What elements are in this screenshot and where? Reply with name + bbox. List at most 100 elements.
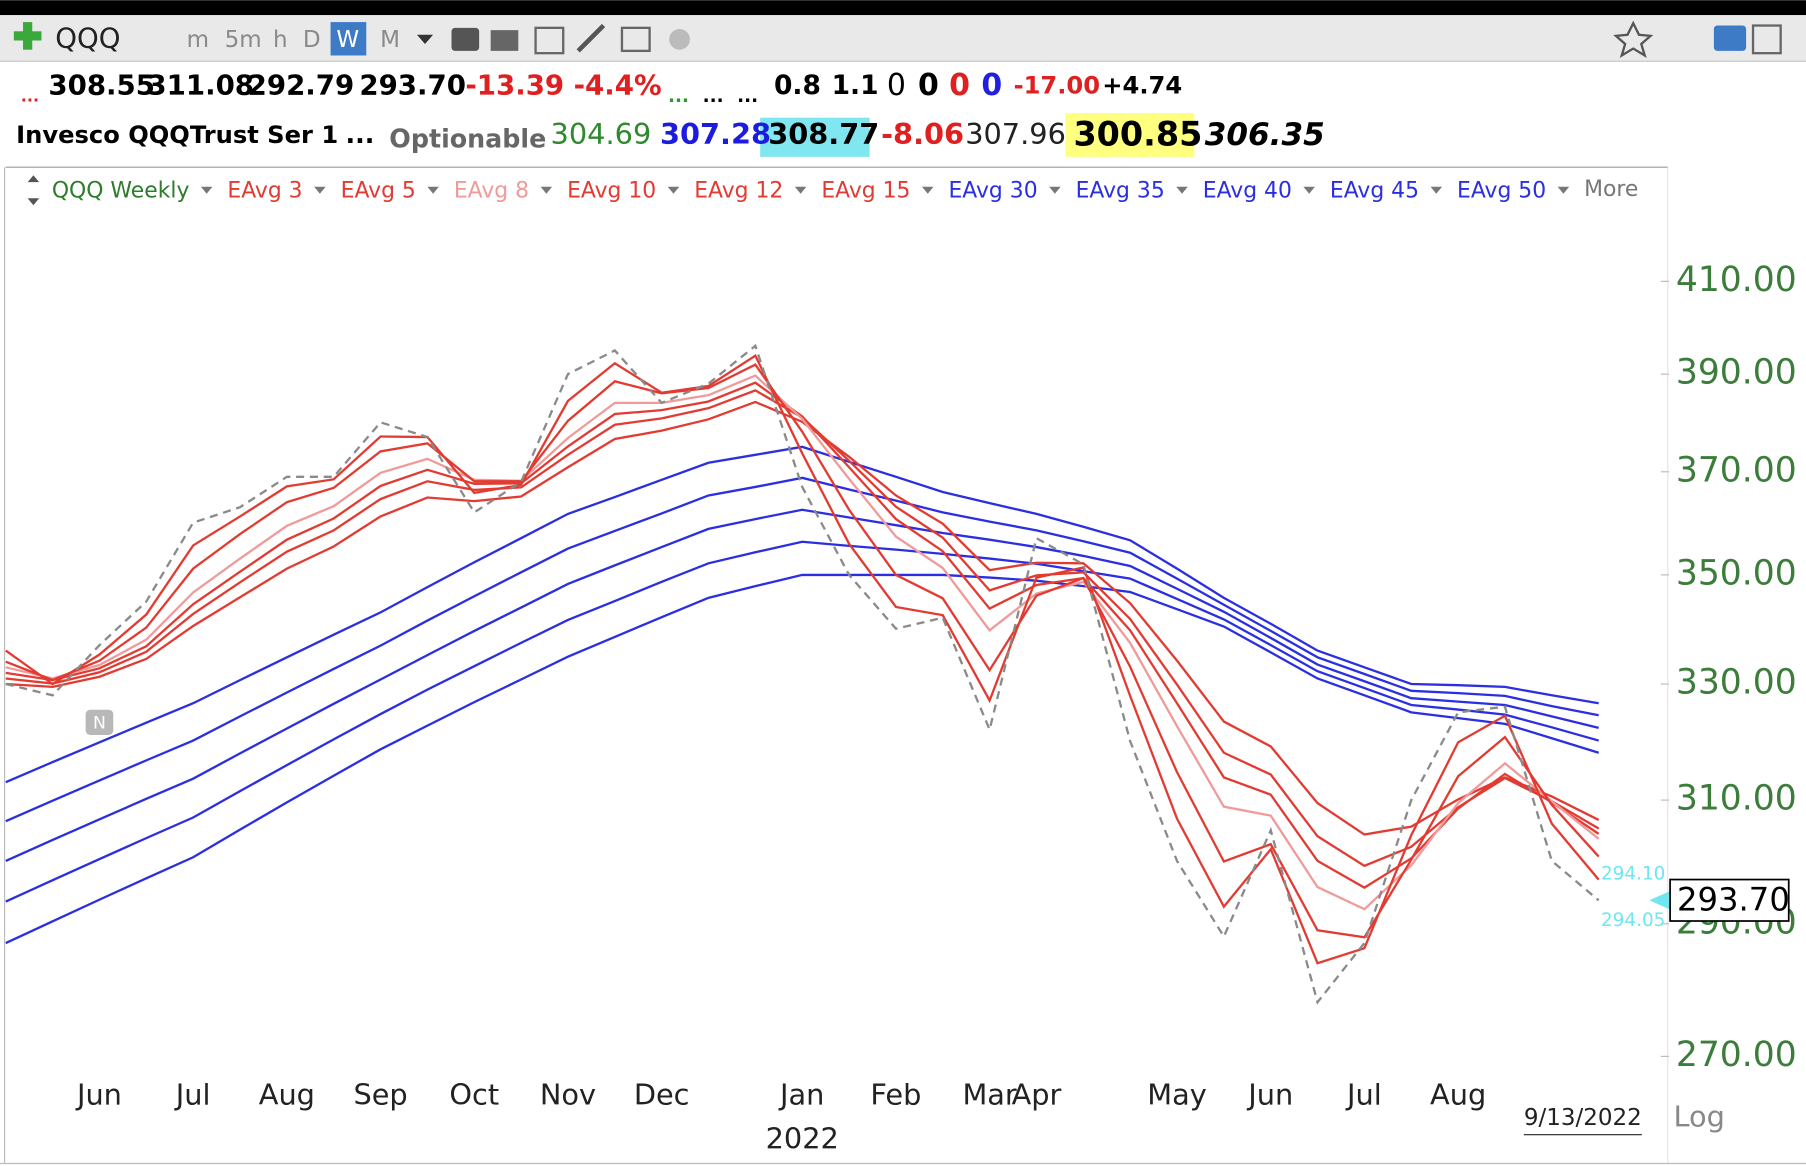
x-tick-label: May [1147,1078,1207,1112]
tool-icon[interactable] [576,23,606,53]
moving-average-line [5,508,1599,862]
moving-average-line [5,353,1600,965]
interval-button[interactable]: 5m [225,27,262,53]
price-mark-label: 294.10 [1601,864,1665,885]
legend-dropdown[interactable] [921,186,934,194]
quote-field: -4.4% [574,69,662,102]
add-button[interactable] [13,22,42,50]
y-tick-label: 350.00 [1676,553,1797,593]
quote-field: Optionable [389,124,546,154]
legend-entry[interactable]: EAvg 45 [1330,178,1419,203]
x-tick-label: Apr [1012,1078,1062,1112]
x-tick-label: Jul [1345,1078,1382,1112]
legend-dropdown[interactable] [427,186,439,194]
plot-area: 270.00290.00310.00330.00350.00370.00390.… [5,260,1797,1155]
legend-dropdown[interactable] [540,186,553,194]
legend-entry[interactable]: EAvg 12 [694,178,783,203]
interval-button[interactable]: M [380,27,400,53]
quote-field: 0 [918,68,939,103]
legend-entry[interactable]: EAvg 8 [454,178,529,203]
last-price-pointer [1649,891,1671,910]
quote-field: 306.35 [1205,117,1325,153]
legend-entry[interactable]: EAvg 5 [341,178,416,203]
quote-field: 0.8 [774,70,821,101]
interval-group: m 5m h D W M [187,27,400,53]
interval-button[interactable]: D [303,27,321,53]
last-highlight [1065,113,1195,157]
quote-field: ... [346,119,375,149]
ask-highlight [760,117,870,157]
sort-icon [27,175,40,183]
quote-field: 0 [981,68,1002,103]
legend-dropdown[interactable] [1176,186,1188,194]
event-badge-bg [85,709,114,736]
quote-field: -8.06 [881,117,964,151]
legend-dropdown[interactable] [667,186,680,194]
quote-field: 300.85 [1073,115,1202,154]
favorite-icon[interactable] [1613,20,1654,59]
date-label[interactable]: 9/13/2022 [1524,1105,1642,1131]
plus-v [23,22,33,50]
y-tick-label: 390.00 [1676,353,1797,393]
legend-entry[interactable]: EAvg 35 [1076,178,1165,203]
quote-field: 0 [949,68,970,103]
legend-entry[interactable]: EAvg 10 [567,178,656,203]
tool-icon[interactable] [490,30,519,51]
interval-button[interactable]: W [336,27,359,53]
legend-title[interactable]: QQQ Weekly [52,178,190,203]
moving-average-line [5,363,1600,939]
price-mark-label: 294.05 [1601,910,1665,931]
x-tick-label: Jul [174,1078,211,1112]
legend-more[interactable]: More [1584,177,1638,202]
legend-entry[interactable]: EAvg 40 [1203,178,1292,203]
quote-field: 293.70 [359,69,466,102]
x-tick-label: Dec [634,1078,690,1112]
x-tick-label: Mar [962,1078,1016,1112]
moving-average-line [5,374,1600,911]
quote-field: ... [21,86,39,105]
quote-field: 307.28 [660,117,771,151]
legend-dropdown[interactable] [200,186,213,194]
legend-dropdown[interactable] [1049,186,1061,194]
x-year-label: 2022 [766,1121,839,1155]
tool-icon[interactable] [669,28,690,50]
y-tick-label: 370.00 [1676,450,1797,490]
tool-icon[interactable] [1713,25,1747,51]
tool-icon[interactable] [534,26,565,55]
legend-entry[interactable]: EAvg 3 [227,178,302,203]
x-tick-label: Sep [353,1078,407,1112]
quote-field: ... [703,86,724,107]
quote-field: +4.74 [1102,72,1182,100]
quote-field: 304.69 [551,117,652,151]
legend-dropdown[interactable] [314,186,326,194]
title-bar [0,0,1806,16]
tool-icon[interactable] [1751,24,1782,55]
y-tick-label: 270.00 [1676,1035,1797,1075]
x-tick-label: Oct [449,1078,499,1112]
legend-entry[interactable]: EAvg 30 [948,178,1037,203]
x-tick-label: Jan [778,1078,824,1112]
legend-entry[interactable]: EAvg 15 [821,178,910,203]
x-tick-label: Jun [75,1078,122,1112]
event-badge[interactable]: N [93,714,106,734]
legend-dropdown[interactable] [1303,186,1315,194]
legend-dropdown[interactable] [1557,186,1570,194]
moving-average-line [5,445,1599,784]
price-line [5,343,1600,1005]
tool-icon[interactable] [620,26,651,53]
legend-dropdown[interactable] [1430,186,1443,194]
dropdown-arrow[interactable] [416,34,434,44]
quote-field: 311.08 [147,69,254,102]
symbol[interactable]: QQQ [55,21,120,54]
scale-mode[interactable]: Log [1674,1100,1725,1134]
quote-field: -17.00 [1014,72,1101,100]
legend-dropdown[interactable] [794,186,807,194]
interval-button[interactable]: m [187,27,209,53]
sort-icon [27,198,40,206]
legend-entry[interactable]: EAvg 50 [1457,178,1546,203]
tool-icon[interactable] [451,27,480,51]
interval-button[interactable]: h [273,27,288,53]
quote-field: 307.96 [965,117,1066,151]
y-tick-label: 330.00 [1676,663,1797,703]
